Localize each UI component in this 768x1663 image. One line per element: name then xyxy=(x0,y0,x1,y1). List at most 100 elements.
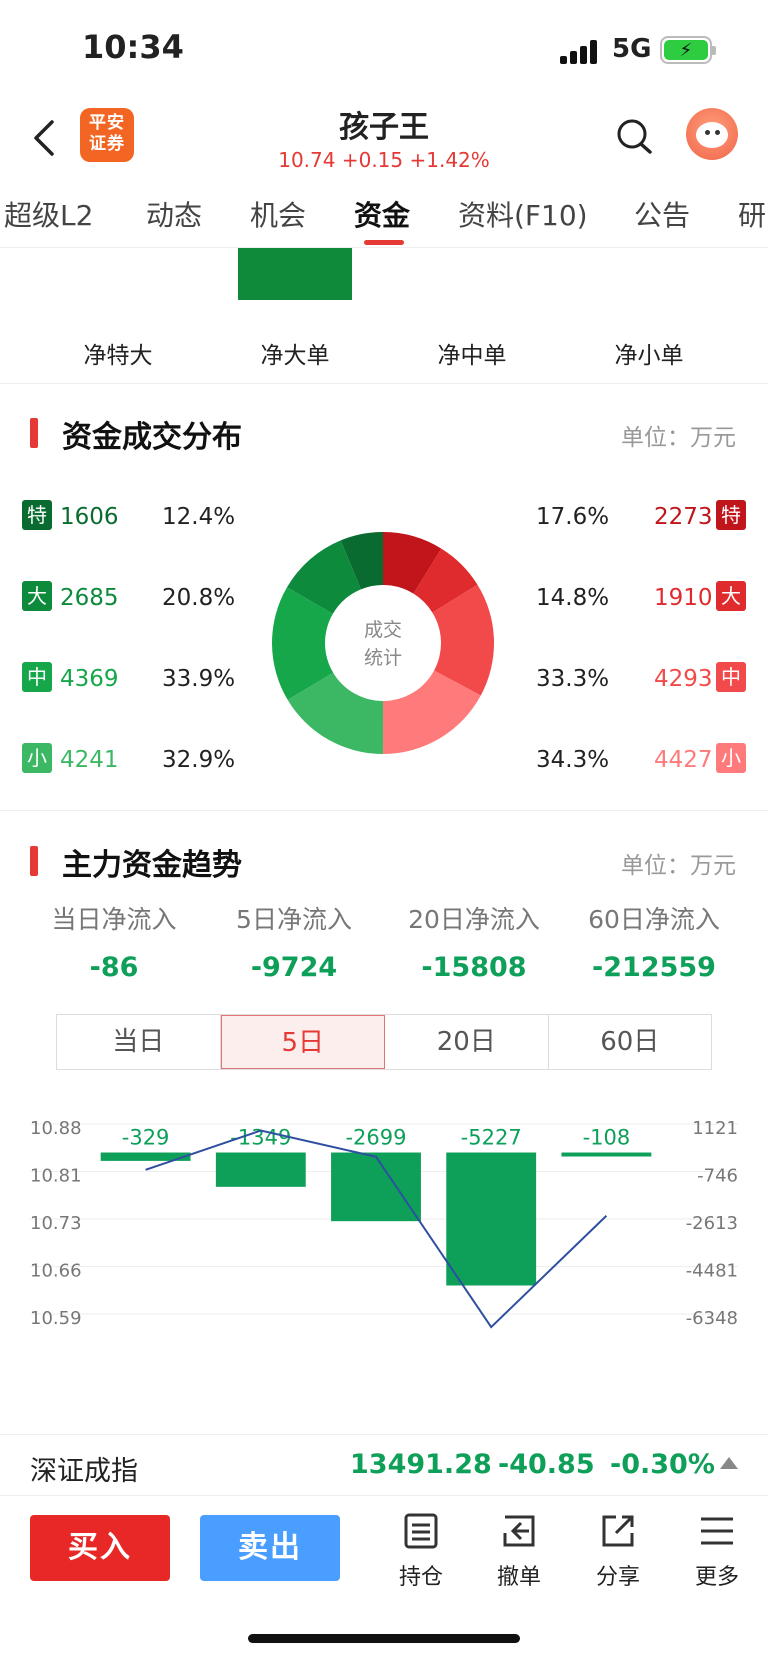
tab-news[interactable]: 动态 xyxy=(146,199,203,232)
position-icon xyxy=(404,1513,438,1549)
inflow-value: 4293 xyxy=(654,666,713,692)
inflow-row-xl: 17.6% 2273 特 xyxy=(536,500,746,540)
distribution-donut-chart: 成交 统计 xyxy=(272,532,494,754)
donut-slice-outflow-2 xyxy=(272,587,334,700)
cancel-order-button[interactable]: 撤单 xyxy=(484,1511,554,1591)
unit-label: 单位：万元 xyxy=(621,425,736,451)
position-button[interactable]: 持仓 xyxy=(386,1511,456,1591)
distribution-panel: 特 1606 12.4% 大 2685 20.8% 中 4369 33.9% 小… xyxy=(0,480,768,800)
active-tab-indicator xyxy=(364,240,404,245)
donut-slice-outflow-1 xyxy=(287,540,361,614)
inflow-pct: 17.6% xyxy=(536,504,610,530)
summary-60d: 60日净流入 -212559 xyxy=(588,905,720,983)
donut-slice-inflow-0 xyxy=(383,532,442,594)
right-axis-tick: -4481 xyxy=(686,1261,738,1282)
search-icon[interactable] xyxy=(614,116,654,156)
trend-header: 主力资金趋势 单位：万元 xyxy=(0,828,768,888)
cellular-signal-icon xyxy=(560,40,600,64)
outflow-value: 1606 xyxy=(60,504,119,530)
outflow-value: 2685 xyxy=(60,585,119,611)
stock-header: 平安 证券 孩子王 10.74 +0.15 +1.42% xyxy=(0,100,768,180)
menu-icon xyxy=(701,1517,733,1545)
tab-opportunity[interactable]: 机会 xyxy=(250,199,307,232)
segment-20d[interactable]: 20日 xyxy=(385,1015,549,1069)
section-title: 主力资金趋势 xyxy=(62,848,242,883)
inflow-value: 2273 xyxy=(654,504,713,530)
inflow-value: 4427 xyxy=(654,747,713,773)
index-ticker[interactable]: 深证成指 13491.28 -40.85 -0.30% xyxy=(0,1434,768,1496)
summary-20d: 20日净流入 -15808 xyxy=(408,905,540,983)
more-button[interactable]: 更多 xyxy=(682,1511,752,1591)
tag-badge: 大 xyxy=(22,581,52,611)
trend-bar xyxy=(331,1152,421,1222)
index-pct: -0.30% xyxy=(610,1449,715,1480)
inflow-value: 1910 xyxy=(654,585,713,611)
outflow-value: 4369 xyxy=(60,666,119,692)
donut-slice-inflow-3 xyxy=(382,670,481,754)
buy-button[interactable]: 买入 xyxy=(30,1515,170,1581)
summary-5d: 5日净流入 -9724 xyxy=(236,905,352,983)
outflow-pct: 32.9% xyxy=(162,747,236,773)
tab-l2[interactable]: 超级L2 xyxy=(4,199,94,232)
donut-center-line1: 成交 xyxy=(364,619,402,641)
segment-5d[interactable]: 5日 xyxy=(220,1015,385,1069)
stock-quote: 10.74 +0.15 +1.42% xyxy=(278,148,490,172)
trend-bar xyxy=(561,1152,652,1157)
net-label-medium: 净中单 xyxy=(437,343,507,369)
inflow-row-large: 14.8% 1910 大 xyxy=(536,581,746,621)
main-fund-trend-chart: 10.88 1121 10.81 -746 10.73 -2613 10.66 -4481 10… xyxy=(30,1118,738,1329)
back-arrow-icon[interactable] xyxy=(30,118,60,158)
share-icon xyxy=(602,1515,634,1547)
outflow-pct: 33.9% xyxy=(162,666,236,692)
price-line xyxy=(145,1129,608,1329)
index-value: 13491.28 xyxy=(350,1449,492,1480)
share-button[interactable]: 分享 xyxy=(583,1511,653,1591)
donut-center-line2: 统计 xyxy=(364,647,402,669)
assistant-avatar[interactable] xyxy=(686,108,738,160)
net-large-bar xyxy=(238,248,352,300)
outflow-pct: 12.4% xyxy=(162,504,236,530)
trend-bar-label: -108 xyxy=(583,1126,631,1150)
net-label-small: 净小单 xyxy=(614,343,684,369)
tag-badge: 大 xyxy=(716,581,746,611)
tag-badge: 中 xyxy=(22,662,52,692)
right-axis-tick: -6348 xyxy=(686,1308,738,1329)
summary-today: 当日净流入 -86 xyxy=(51,905,177,983)
right-axis-tick: 1121 xyxy=(692,1118,738,1139)
tab-f10[interactable]: 资料(F10) xyxy=(458,199,588,232)
trade-toolbar: 买入 卖出 持仓 撤单 分享 更多 xyxy=(0,1497,768,1617)
right-axis-tick: -2613 xyxy=(686,1213,738,1234)
inflow-row-medium: 33.3% 4293 中 xyxy=(536,662,746,702)
donut-slice-inflow-1 xyxy=(413,548,478,613)
segment-today[interactable]: 当日 xyxy=(57,1015,221,1069)
tab-research[interactable]: 研 xyxy=(738,199,767,232)
inflow-pct: 33.3% xyxy=(536,666,610,692)
donut-slice-outflow-0 xyxy=(340,532,383,590)
outflow-value: 4241 xyxy=(60,747,119,773)
broker-logo[interactable]: 平安 证券 xyxy=(80,108,134,162)
stock-name: 孩子王 xyxy=(339,110,429,145)
expand-up-icon[interactable] xyxy=(720,1457,738,1469)
distribution-header: 资金成交分布 单位：万元 xyxy=(0,400,768,460)
left-axis-tick: 10.59 xyxy=(30,1308,82,1329)
donut-slice-inflow-2 xyxy=(432,584,494,696)
trend-bar xyxy=(446,1152,537,1286)
trend-bar-label: -2699 xyxy=(345,1126,406,1150)
section-title: 资金成交分布 xyxy=(62,420,242,455)
trend-bar xyxy=(100,1152,191,1161)
tab-funds[interactable]: 资金 xyxy=(354,199,411,232)
sell-button[interactable]: 卖出 xyxy=(200,1515,340,1581)
outflow-row-xl: 特 1606 12.4% xyxy=(22,500,262,540)
segment-60d[interactable]: 60日 xyxy=(600,1027,660,1057)
home-indicator xyxy=(248,1634,520,1643)
status-bar: 10:34 5G ⚡ xyxy=(0,0,768,100)
tag-badge: 特 xyxy=(716,500,746,530)
unit-label: 单位：万元 xyxy=(621,853,736,879)
tag-badge: 特 xyxy=(22,500,52,530)
tag-badge: 中 xyxy=(716,662,746,692)
tab-announcements[interactable]: 公告 xyxy=(634,199,691,232)
net-flow-chart: 净特大 净大单 净中单 净小单 xyxy=(0,248,768,384)
outflow-pct: 20.8% xyxy=(162,585,236,611)
cancel-order-icon xyxy=(503,1515,535,1547)
outflow-row-small: 小 4241 32.9% xyxy=(22,743,262,783)
